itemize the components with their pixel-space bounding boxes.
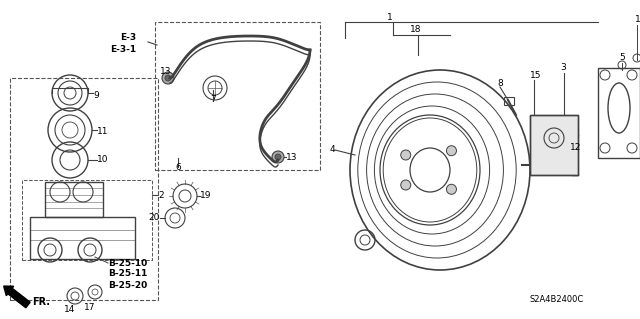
Text: 13: 13 [160,68,172,77]
FancyArrow shape [4,286,30,308]
Bar [10,78,158,300]
Text: 15: 15 [530,70,541,79]
Bar [530,115,578,175]
Text: B-25-10: B-25-10 [108,258,147,268]
Text: FR.: FR. [32,297,50,307]
Circle shape [162,72,174,84]
Circle shape [447,146,456,156]
Text: 5: 5 [619,54,625,63]
Text: 14: 14 [64,305,76,314]
Text: 12: 12 [570,144,581,152]
Text: B-25-20: B-25-20 [108,280,147,290]
Bar [598,68,640,158]
Circle shape [401,180,411,190]
Text: 2: 2 [158,190,164,199]
Circle shape [165,75,171,81]
Bar [550,158,562,172]
Bar [155,22,320,170]
Text: S2A4B2400C: S2A4B2400C [530,295,584,305]
Bar [504,97,514,105]
Circle shape [275,154,281,160]
Text: 13: 13 [286,152,298,161]
Text: E-3: E-3 [120,33,136,42]
Bar [22,180,152,260]
Bar [45,182,103,217]
Bar [30,217,135,259]
Circle shape [272,151,284,163]
Text: 4: 4 [330,145,335,154]
Bar [530,115,578,175]
Circle shape [447,184,456,194]
Text: 8: 8 [497,78,503,87]
Text: 7: 7 [210,95,216,105]
Text: 9: 9 [93,91,99,100]
Text: 11: 11 [97,127,109,136]
Text: B-25-11: B-25-11 [108,270,147,278]
Text: E-3-1: E-3-1 [110,46,136,55]
Text: 16: 16 [635,16,640,25]
Text: 6: 6 [175,164,180,173]
Text: 3: 3 [560,63,566,72]
Circle shape [401,150,411,160]
Text: 1: 1 [387,13,393,23]
Text: 17: 17 [84,303,96,313]
Text: 20: 20 [148,213,160,222]
Text: 10: 10 [97,155,109,165]
Text: 19: 19 [200,191,211,201]
Text: 18: 18 [410,26,422,34]
